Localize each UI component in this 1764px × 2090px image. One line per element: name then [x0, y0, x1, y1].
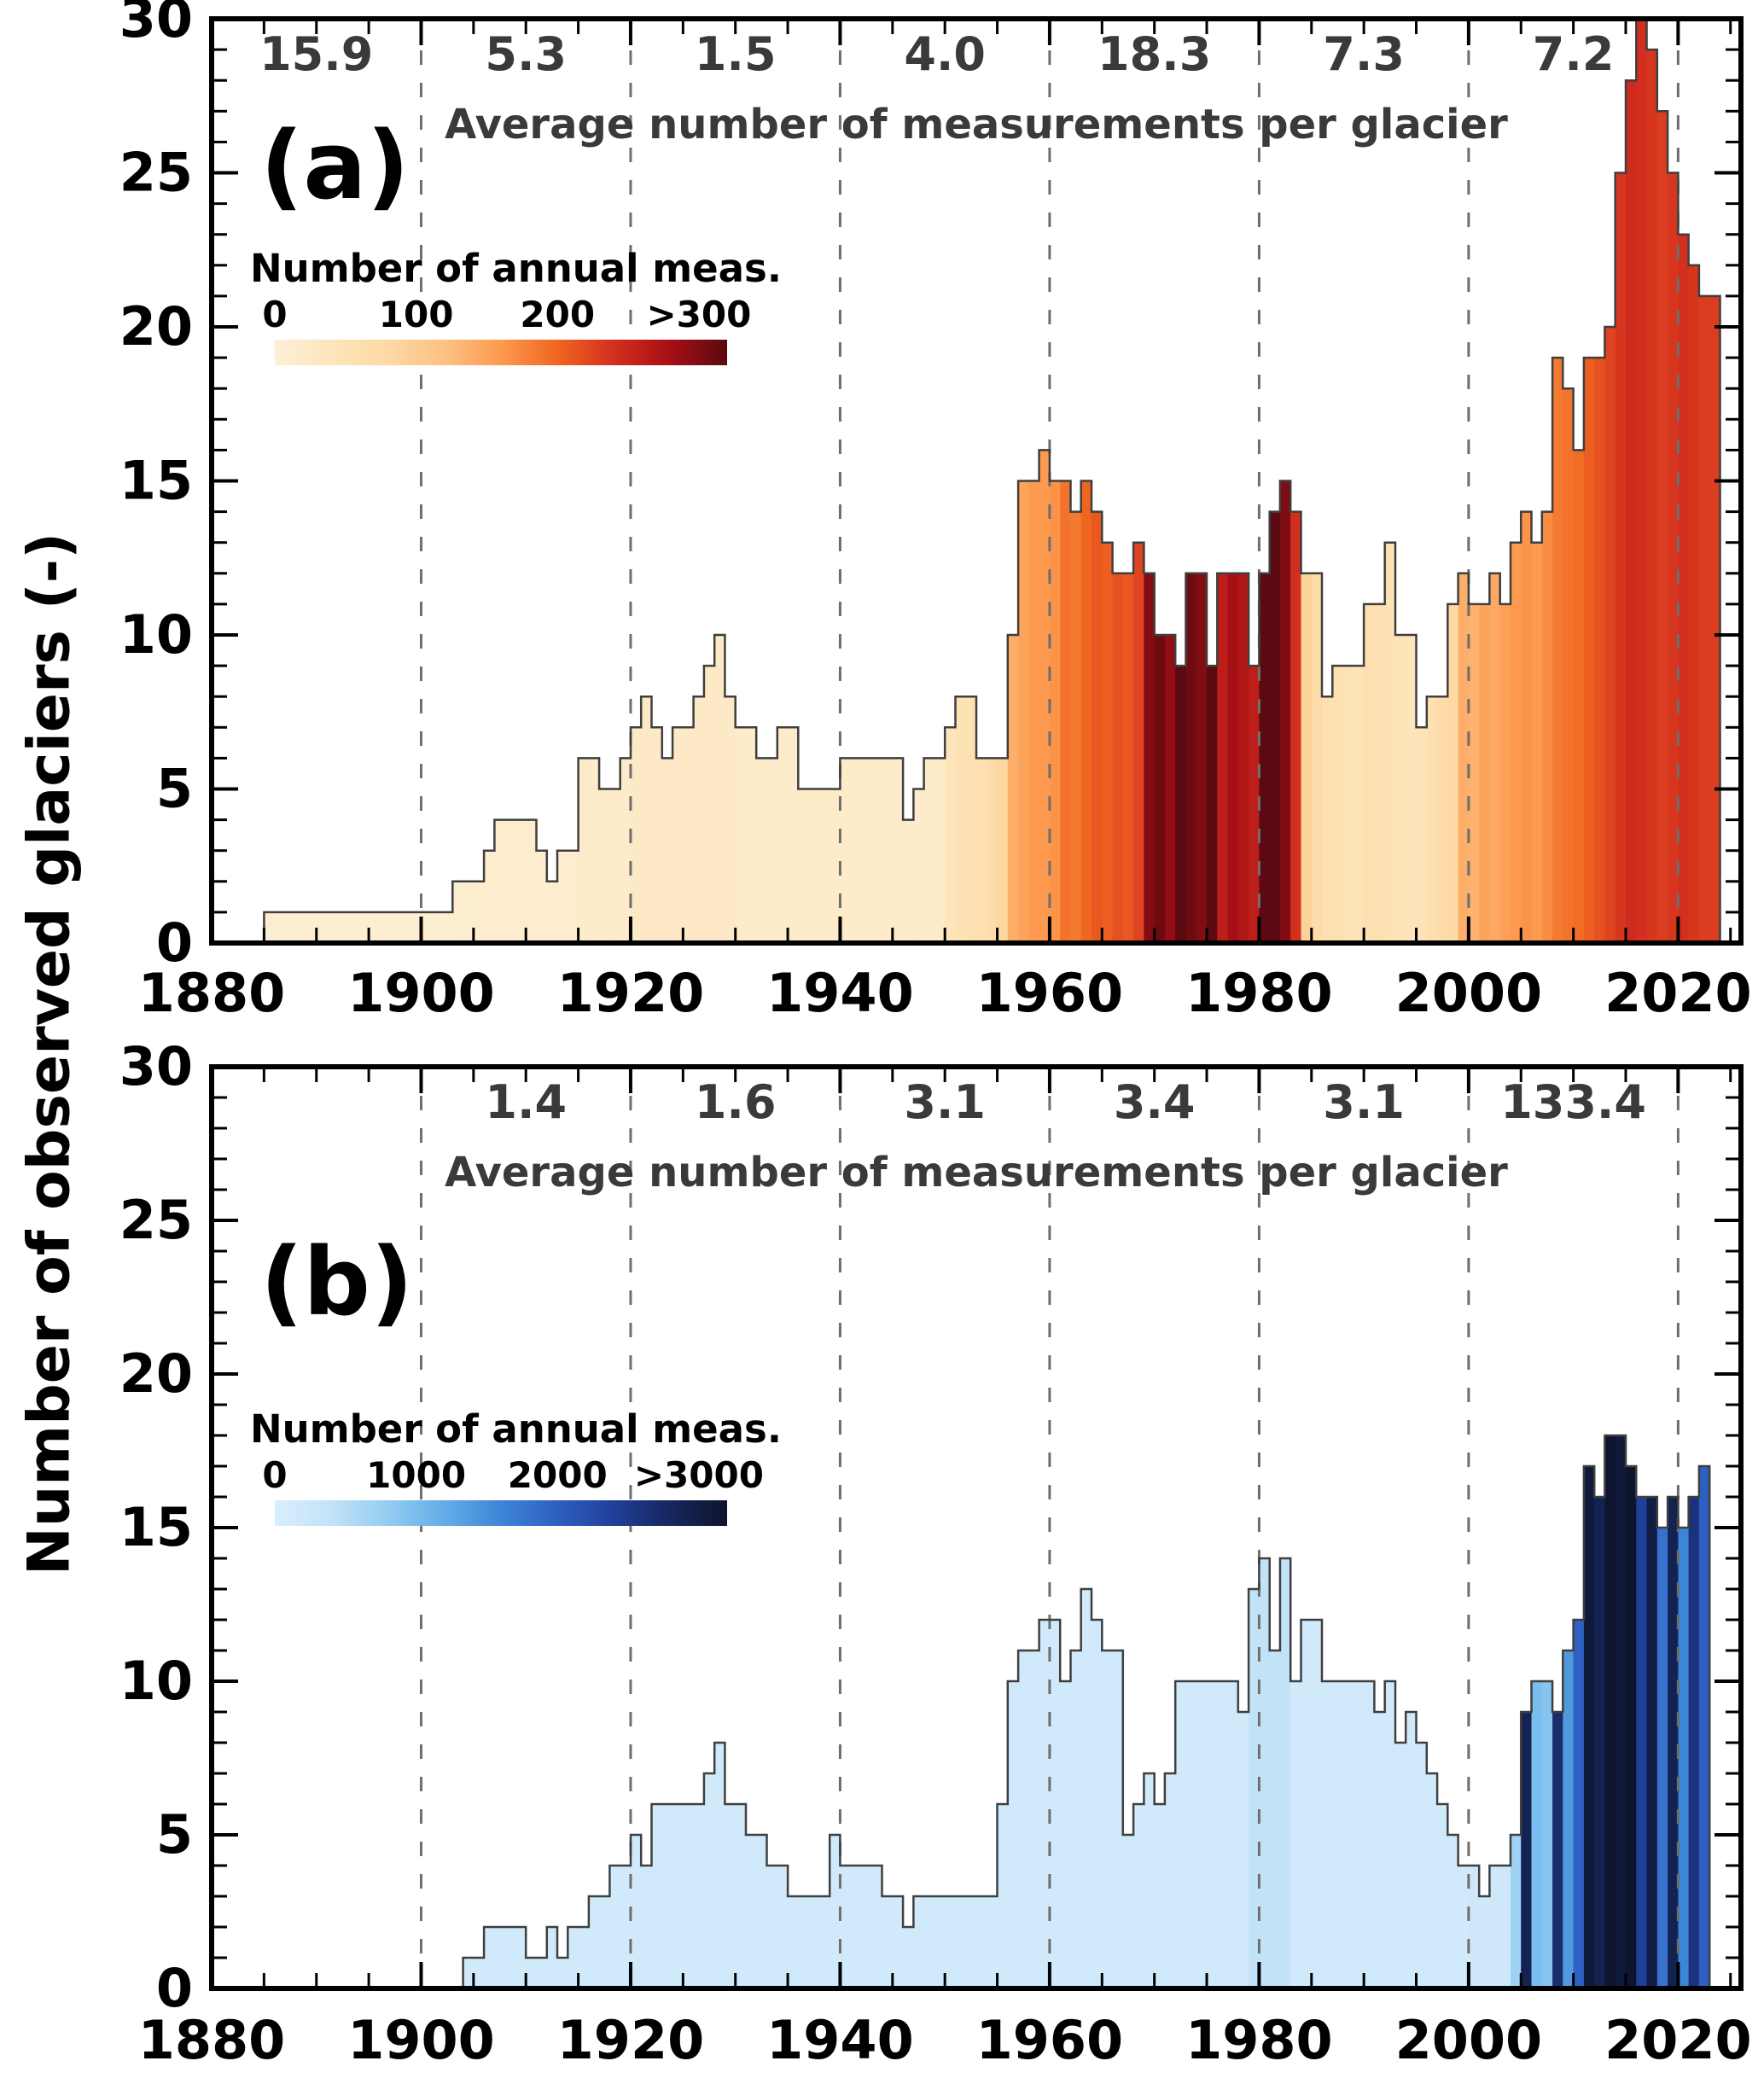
- svg-text:7.3: 7.3: [1323, 27, 1405, 81]
- svg-text:15.9: 15.9: [259, 27, 373, 81]
- interval-average-annotations: 15.9 5.3 1.5 4.0 18.3 7.3 7.2: [259, 27, 1614, 81]
- svg-text:30: 30: [119, 1035, 193, 1097]
- panel-b-chart: 1880 1900 1920 1940 1960 1980 2000 2020 0 5 10 15 20…: [119, 1035, 1752, 2071]
- svg-text:0: 0: [156, 911, 193, 974]
- histogram-bars: [463, 1435, 1710, 1988]
- x-tick-labels: 1880 1900 1920 1940 1960 1980 2000 2020: [138, 962, 1752, 1024]
- axis-ticks: [214, 21, 1738, 940]
- svg-text:30: 30: [119, 0, 193, 49]
- svg-text:15: 15: [119, 1496, 193, 1558]
- svg-text:2020: 2020: [1604, 2009, 1752, 2071]
- svg-text:1980: 1980: [1185, 2009, 1333, 2071]
- svg-text:15: 15: [119, 450, 193, 512]
- svg-text:25: 25: [119, 1189, 193, 1251]
- svg-text:3.1: 3.1: [1323, 1075, 1405, 1129]
- colorbar-gradient: [275, 340, 727, 365]
- annotation-title: Average number of measurements per glaci…: [445, 1149, 1508, 1196]
- panel-a-chart: 1880 1900 1920 1940 1960 1980 2000 202005101520…: [119, 0, 1752, 1024]
- year-gridlines: [419, 1069, 1680, 1986]
- y-tick-labels: 0 5 10 15 20 25 30: [119, 1035, 193, 2019]
- histogram-outline: [462, 1434, 1711, 1988]
- svg-text:1880: 1880: [138, 2009, 286, 2071]
- svg-text:133.4: 133.4: [1500, 1075, 1646, 1129]
- svg-text:1.4: 1.4: [485, 1075, 567, 1129]
- svg-text:5: 5: [156, 1803, 193, 1866]
- axes-box: [209, 16, 1744, 946]
- svg-text:1.6: 1.6: [695, 1075, 777, 1129]
- svg-text:5: 5: [156, 758, 193, 820]
- svg-text:10: 10: [119, 1650, 193, 1712]
- y-tick-labels: 0 5 10 15 20 25 30: [119, 0, 193, 974]
- colorbar-legend: Number of annual meas.0 1000 2000 >3000: [250, 1406, 782, 1526]
- annotation-title: Average number of measurements per glaci…: [445, 101, 1508, 148]
- svg-text:1880: 1880: [138, 962, 286, 1024]
- svg-text:18.3: 18.3: [1097, 27, 1211, 81]
- svg-text:2000: 2000: [508, 1454, 608, 1496]
- svg-text:2020: 2020: [1604, 962, 1752, 1024]
- svg-text:1920: 1920: [557, 2009, 705, 2071]
- svg-text:25: 25: [119, 142, 193, 204]
- svg-text:1920: 1920: [557, 962, 705, 1024]
- svg-text:4.0: 4.0: [904, 27, 986, 81]
- panel-label: (b): [260, 1227, 413, 1336]
- svg-text:7.2: 7.2: [1533, 27, 1615, 81]
- svg-text:1000: 1000: [366, 1454, 466, 1496]
- svg-text:1940: 1940: [766, 962, 914, 1024]
- svg-text:200: 200: [520, 294, 595, 335]
- svg-text:3.1: 3.1: [904, 1075, 986, 1129]
- svg-text:20: 20: [119, 1342, 193, 1405]
- axis-ticks: [214, 1069, 1738, 1986]
- svg-text:>3000: >3000: [634, 1454, 764, 1496]
- colorbar-legend: Number of annual meas.0 100 200 >300: [250, 246, 782, 365]
- colorbar-title: Number of annual meas.: [250, 246, 782, 291]
- svg-text:1940: 1940: [766, 2009, 914, 2071]
- svg-text:0: 0: [262, 1454, 287, 1496]
- svg-text:1980: 1980: [1185, 962, 1333, 1024]
- svg-text:1960: 1960: [976, 962, 1124, 1024]
- svg-text:1900: 1900: [347, 962, 495, 1024]
- svg-text:0: 0: [262, 294, 287, 335]
- svg-text:20: 20: [119, 295, 193, 358]
- interval-average-annotations: 1.4 1.6 3.1 3.4 3.1 133.4: [485, 1075, 1646, 1129]
- panel-label: (a): [260, 111, 410, 220]
- svg-text:2000: 2000: [1395, 962, 1543, 1024]
- svg-text:0: 0: [156, 1957, 193, 2019]
- svg-text:100: 100: [379, 294, 454, 335]
- svg-text:1960: 1960: [976, 2009, 1124, 2071]
- histogram-outline: [263, 17, 1721, 943]
- colorbar-title: Number of annual meas.: [250, 1406, 782, 1452]
- svg-text:5.3: 5.3: [485, 27, 567, 81]
- x-tick-labels: 1880 1900 1920 1940 1960 1980 2000 2020: [138, 2009, 1752, 2071]
- histogram-bars: [264, 19, 1721, 944]
- svg-text:2000: 2000: [1395, 2009, 1543, 2071]
- colorbar-gradient: [275, 1500, 727, 1526]
- svg-text:>300: >300: [646, 294, 751, 335]
- svg-text:3.4: 3.4: [1114, 1075, 1196, 1129]
- axes-box: [209, 1064, 1744, 1991]
- svg-text:10: 10: [119, 603, 193, 666]
- svg-text:1.5: 1.5: [695, 27, 777, 81]
- svg-text:1900: 1900: [347, 2009, 495, 2071]
